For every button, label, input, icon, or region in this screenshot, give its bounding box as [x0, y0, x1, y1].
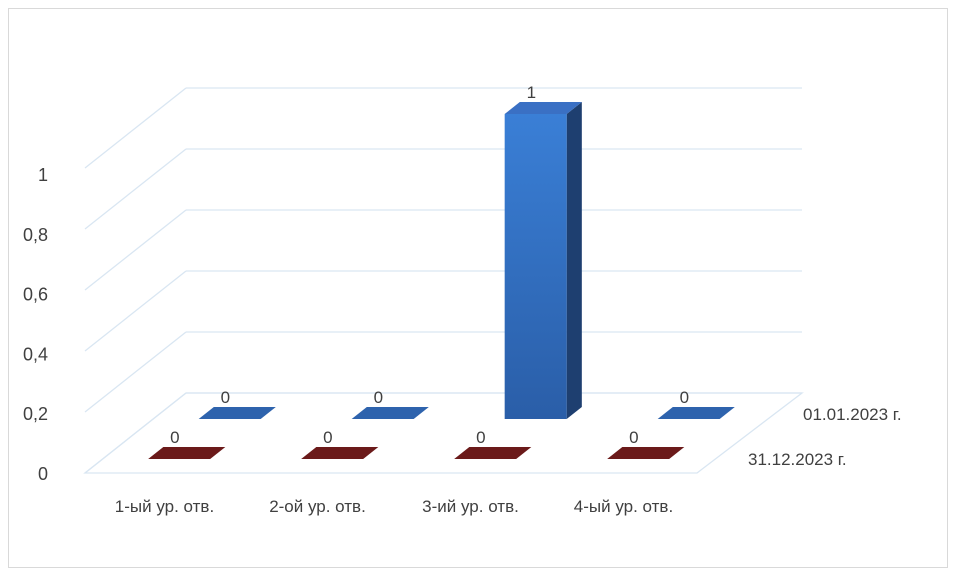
floor-outline [83, 392, 804, 474]
bars [148, 102, 735, 459]
y-tick-label: 1 [38, 165, 48, 185]
x-category-label: 1-ый ур. отв. [115, 497, 214, 516]
data-label: 0 [170, 428, 179, 447]
gridline-side [84, 148, 187, 230]
series-axis-label: 01.01.2023 г. [803, 405, 902, 424]
data-label: 0 [323, 428, 332, 447]
bar-top [504, 102, 582, 114]
bar [607, 447, 685, 459]
x-category-label: 3-ий ур. отв. [422, 497, 519, 516]
bar [454, 447, 532, 459]
bar [148, 447, 226, 459]
data-label: 0 [221, 388, 230, 407]
bar [198, 407, 276, 419]
y-tick-label: 0,8 [23, 225, 48, 245]
gridline-side [84, 270, 187, 352]
bar [657, 407, 735, 419]
bar [301, 447, 379, 459]
bar [351, 407, 429, 419]
data-label: 0 [680, 388, 689, 407]
data-label: 1 [527, 83, 536, 102]
gridline-side [84, 209, 187, 291]
y-tick-label: 0,2 [23, 404, 48, 424]
data-label: 0 [629, 428, 638, 447]
bar-side [566, 102, 582, 419]
gridline-side [84, 87, 187, 169]
data-label: 0 [374, 388, 383, 407]
series-axis-label: 31.12.2023 г. [748, 450, 847, 469]
gridline-side [84, 331, 187, 413]
x-category-label: 4-ый ур. отв. [574, 497, 673, 516]
data-label: 0 [476, 428, 485, 447]
y-tick-label: 0 [38, 464, 48, 484]
labels: 0 0,2 0,4 0,6 0,8 1 0 0 1 0 0 0 0 0 1-ый ур. отв. 2-ой … [23, 83, 902, 516]
y-tick-label: 0,4 [23, 344, 48, 364]
y-tick-label: 0,6 [23, 285, 48, 305]
bar [504, 114, 567, 419]
chart-floor [83, 392, 804, 474]
x-category-label: 2-ой ур. отв. [269, 497, 366, 516]
